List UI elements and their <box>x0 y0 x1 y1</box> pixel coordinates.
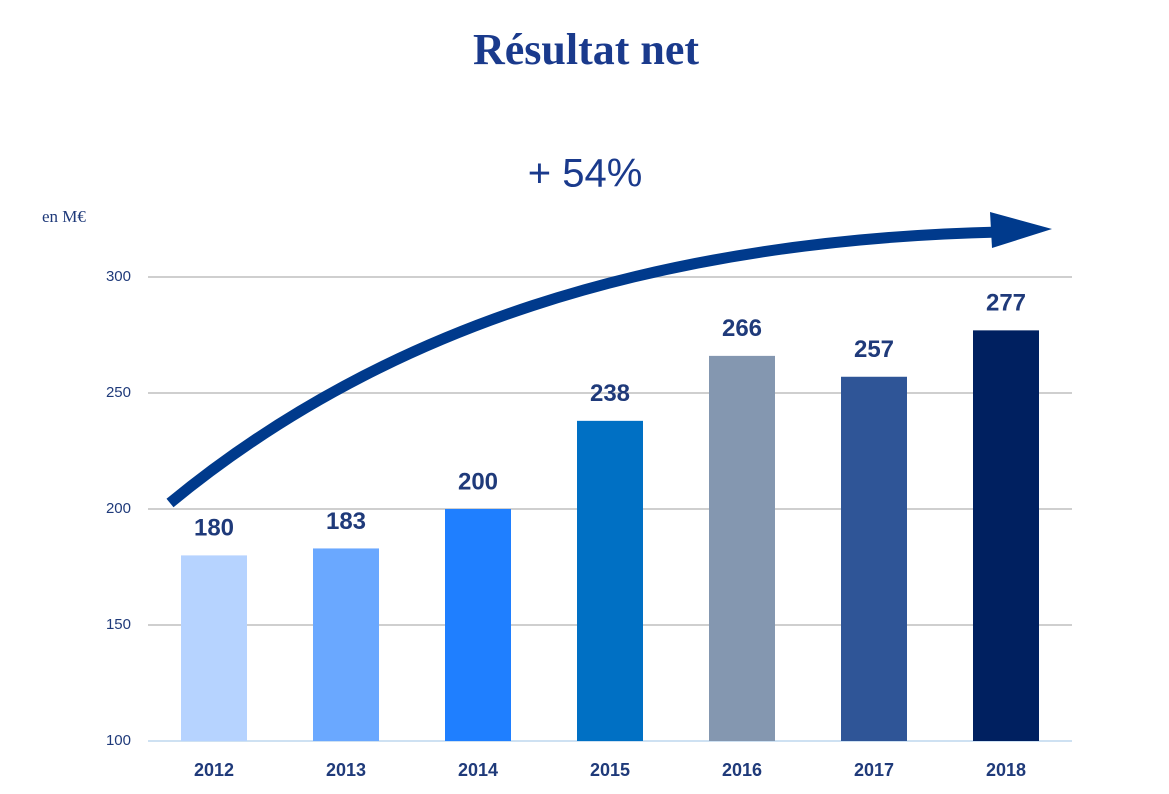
x-tick-label: 2015 <box>590 760 630 780</box>
value-label: 266 <box>722 315 762 342</box>
x-tick-label: 2017 <box>854 760 894 780</box>
bar <box>973 330 1039 741</box>
growth-annotation: + 54% <box>528 152 643 196</box>
bar <box>445 509 511 741</box>
bar <box>841 376 907 741</box>
y-tick-label: 300 <box>106 268 131 285</box>
x-tick-label: 2014 <box>458 760 498 780</box>
bar <box>577 420 643 741</box>
y-tick-label: 100 <box>106 732 131 749</box>
x-tick-label: 2018 <box>986 760 1026 780</box>
arrow-head <box>990 212 1052 248</box>
chart-title: Résultat net <box>473 25 699 74</box>
bars: 2012 180 2013 183 2014 200 2015 238 2016 266 2017 2… <box>181 290 1039 780</box>
y-tick-label: 200 <box>106 500 131 517</box>
value-label: 238 <box>590 380 630 407</box>
value-label: 257 <box>854 336 894 363</box>
y-tick-label: 150 <box>106 616 131 633</box>
x-tick-label: 2016 <box>722 760 762 780</box>
value-label: 277 <box>986 290 1026 317</box>
value-label: 180 <box>194 515 234 542</box>
unit-label: en M€ <box>42 207 86 226</box>
y-tick-label: 250 <box>106 384 131 401</box>
bar <box>313 548 379 741</box>
trend-arrow <box>166 226 1001 508</box>
value-label: 200 <box>458 468 498 495</box>
x-tick-label: 2013 <box>326 760 366 780</box>
value-label: 183 <box>326 508 366 535</box>
bar <box>709 355 775 741</box>
bar <box>181 555 247 741</box>
x-tick-label: 2012 <box>194 760 234 780</box>
